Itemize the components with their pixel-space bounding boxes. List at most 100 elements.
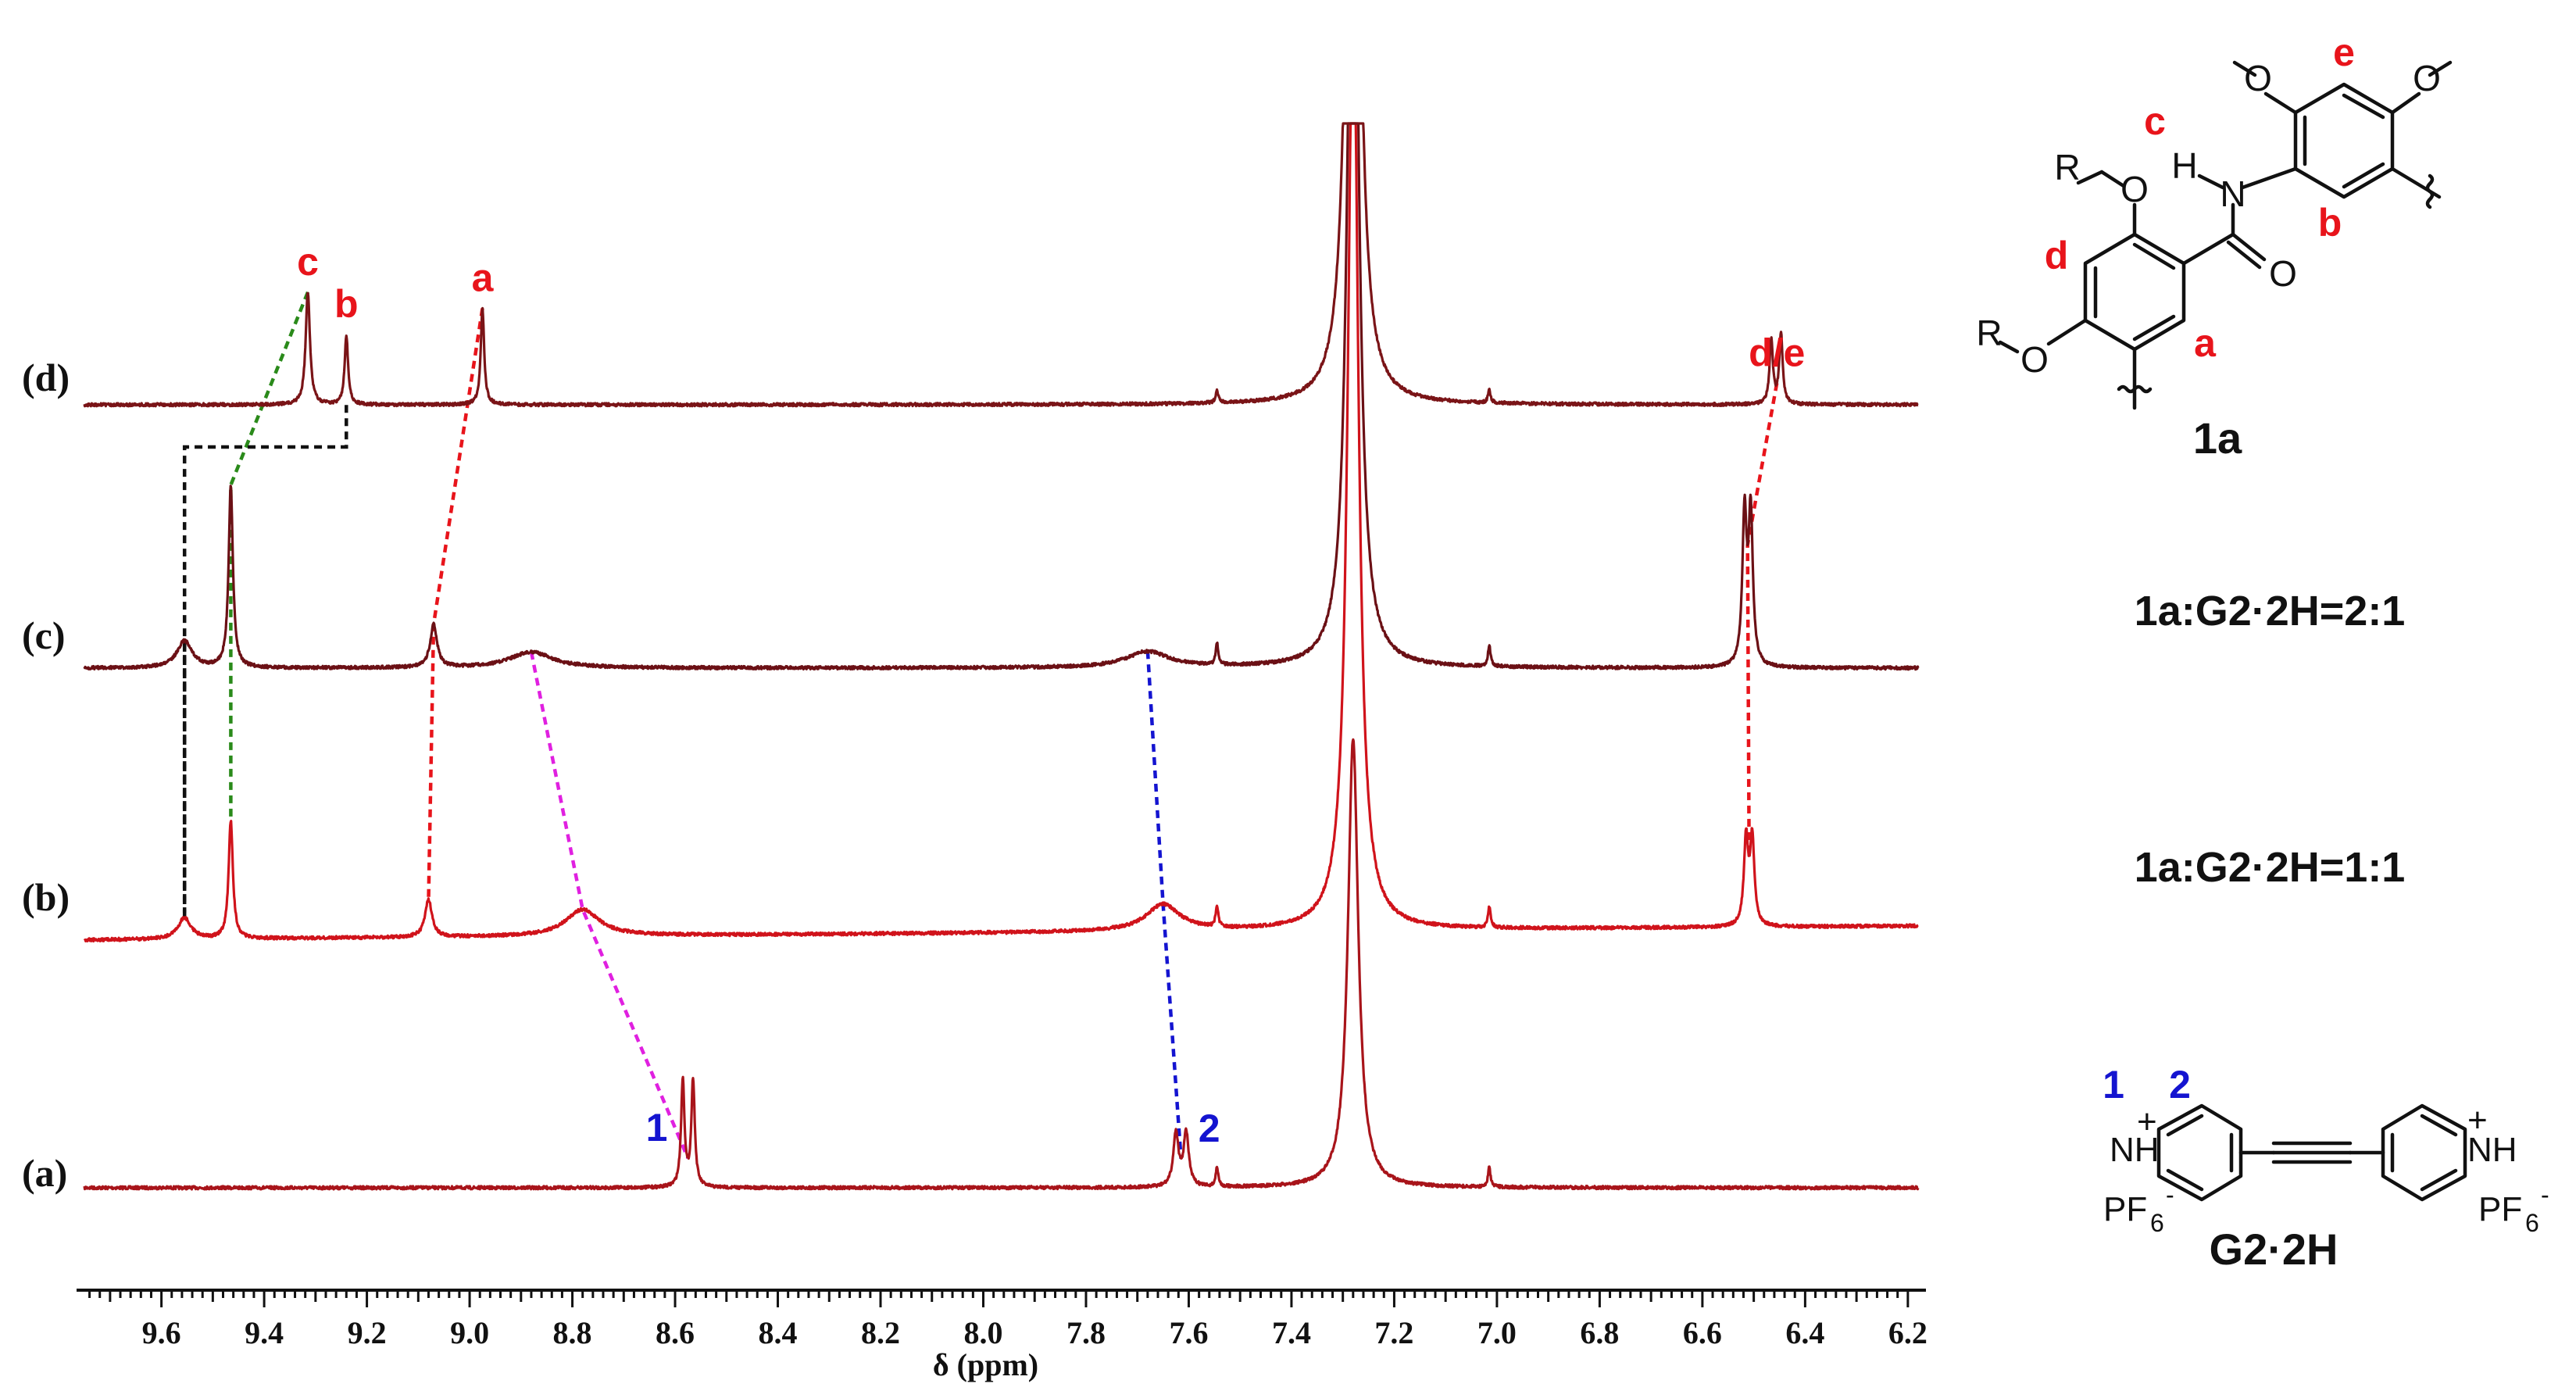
bond-ome-1-me — [2232, 60, 2257, 77]
ring-right-double-2 — [2342, 162, 2385, 189]
bond-o-r-top-2 — [2076, 170, 2104, 185]
atom-h: H — [2171, 145, 2197, 186]
x-tick-label: 8.2 — [861, 1315, 900, 1350]
bond-ome-2-me — [2428, 60, 2453, 77]
ring-left — [2083, 232, 2186, 352]
correlation-line-1 — [1745, 382, 1779, 857]
structure-g2-atoms: NH + PF 6 - NH + PF 6 - — [2103, 1101, 2549, 1237]
x-tick-label: 6.6 — [1683, 1315, 1722, 1350]
peak-labels: cb a d/e 1 2 — [297, 240, 1805, 1150]
pyr-left-double-3 — [2166, 1114, 2204, 1137]
spectrum-trace-d — [83, 122, 1920, 408]
x-tick-label: 7.4 — [1272, 1315, 1311, 1350]
x-tick-label: 7.0 — [1477, 1315, 1517, 1350]
compound-name-1a: 1a — [2193, 413, 2242, 463]
spectra — [83, 122, 1920, 1191]
wavy-left — [2117, 384, 2153, 394]
plus-right: + — [2467, 1101, 2488, 1139]
correlation-bracket — [182, 405, 348, 913]
bond-carbonyl-2 — [2226, 240, 2262, 270]
structure-g2-proton-labels: 1 2 — [2103, 1063, 2191, 1107]
trace-label-d: (d) — [22, 356, 70, 399]
x-tick-label: 9.6 — [142, 1315, 181, 1350]
atom-o-me1: O — [2244, 58, 2272, 98]
atom-pf6-right: PF — [2478, 1190, 2522, 1228]
pyr-right-double-2 — [2420, 1168, 2458, 1192]
atom-r-bottom: R — [1976, 313, 2002, 353]
atom-n: N — [2220, 173, 2246, 214]
ratio-label-c: 1a:G2·2H=2:1 — [2135, 588, 2406, 635]
proton-label-d: d — [2045, 234, 2069, 277]
bond-o-r-bottom — [1998, 340, 2020, 354]
minus-left: - — [2166, 1181, 2174, 1209]
ring-left-double-1 — [2132, 242, 2176, 270]
x-tick-label: 8.4 — [759, 1315, 798, 1350]
x-tick-label: 7.8 — [1066, 1315, 1106, 1350]
wavy-right — [2425, 173, 2435, 209]
trace-labels: (d) (c) (b) (a) — [22, 356, 70, 1195]
ratio-labels: 1a:G2·2H=2:1 1a:G2·2H=1:1 — [2135, 588, 2406, 891]
bond-ome-1 — [2263, 91, 2298, 115]
x-tick-label: 6.8 — [1580, 1315, 1619, 1350]
atom-pf6-left: PF — [2103, 1190, 2147, 1228]
atom-o-top: O — [2120, 169, 2149, 209]
x-tick-label: 9.4 — [245, 1315, 284, 1350]
correlation-line-3 — [529, 651, 690, 1160]
spectrum-trace-b — [83, 122, 1920, 943]
correlation-line-2 — [229, 291, 310, 821]
atom-o-carbonyl: O — [2269, 253, 2297, 294]
peak-label-4: 1 — [646, 1106, 668, 1150]
proton-label-a: a — [2194, 321, 2217, 365]
trace-label-b: (b) — [22, 875, 70, 919]
structure-1a-proton-labels: c e d b a — [2045, 30, 2355, 365]
proton-label-1: 1 — [2103, 1063, 2124, 1107]
x-tick-label: 6.2 — [1888, 1315, 1928, 1350]
bond-co-ring — [2181, 232, 2235, 266]
peak-label-3: d/e — [1749, 331, 1805, 374]
atom-o-me2: O — [2413, 58, 2441, 98]
x-tick-label: 6.4 — [1785, 1315, 1824, 1350]
proton-label-2: 2 — [2169, 1063, 2191, 1107]
peak-label-0: c — [297, 240, 319, 284]
proton-label-c: c — [2144, 99, 2166, 143]
peak-label-2: a — [472, 256, 495, 300]
x-tick-label: 7.2 — [1374, 1315, 1413, 1350]
ring-right — [2293, 82, 2395, 199]
proton-label-b: b — [2318, 201, 2342, 245]
compound-name-g2: G2·2H — [2210, 1225, 2338, 1274]
structure-1a — [1998, 60, 2453, 410]
plus-left: + — [2137, 1103, 2157, 1141]
trace-label-a: (a) — [22, 1151, 67, 1195]
x-tick-label: 7.6 — [1169, 1315, 1208, 1350]
ring-left-double-2 — [2132, 314, 2176, 341]
peak-label-1: b — [334, 282, 359, 326]
spectrum-trace-c — [83, 122, 1920, 671]
pyr-right-double-3 — [2420, 1114, 2458, 1137]
x-axis: 9.6 9.4 9.2 9.0 8.8 8.6 8.4 8.2 8.0 7.8 7.6 7.4 7.2 7… — [77, 1289, 1928, 1382]
x-tick-label: 9.0 — [450, 1315, 489, 1350]
x-tick-label: 8.8 — [553, 1315, 592, 1350]
pyridinium-right — [2381, 1103, 2467, 1202]
bond-carbonyl-1 — [2231, 232, 2267, 262]
spectrum-trace-a — [83, 738, 1920, 1191]
pyridinium-left — [2156, 1103, 2243, 1202]
ring-right-double-1 — [2342, 93, 2385, 120]
sub6-left: 6 — [2150, 1209, 2164, 1237]
bond-n-ring — [2240, 166, 2298, 190]
sub6-right: 6 — [2525, 1209, 2539, 1237]
x-axis-title: δ (ppm) — [933, 1347, 1038, 1382]
structure-1a-atoms: R O R O N H O O O — [1976, 58, 2441, 380]
trace-label-c: (c) — [22, 613, 66, 657]
atom-nh-left: NH — [2110, 1131, 2160, 1169]
bond-ome-2 — [2390, 91, 2421, 115]
ratio-label-b: 1a:G2·2H=1:1 — [2135, 844, 2406, 891]
bond-nh — [2197, 173, 2225, 190]
atom-o-bottom: O — [2020, 339, 2049, 380]
correlation-lines — [182, 291, 1779, 1160]
x-tick-label: 9.2 — [348, 1315, 387, 1350]
bond-o-ring-left-bottom — [2046, 318, 2088, 346]
bond-o-r-top-1 — [2099, 170, 2126, 188]
pyr-left-double-2 — [2166, 1168, 2204, 1192]
structure-g2 — [2156, 1103, 2467, 1202]
